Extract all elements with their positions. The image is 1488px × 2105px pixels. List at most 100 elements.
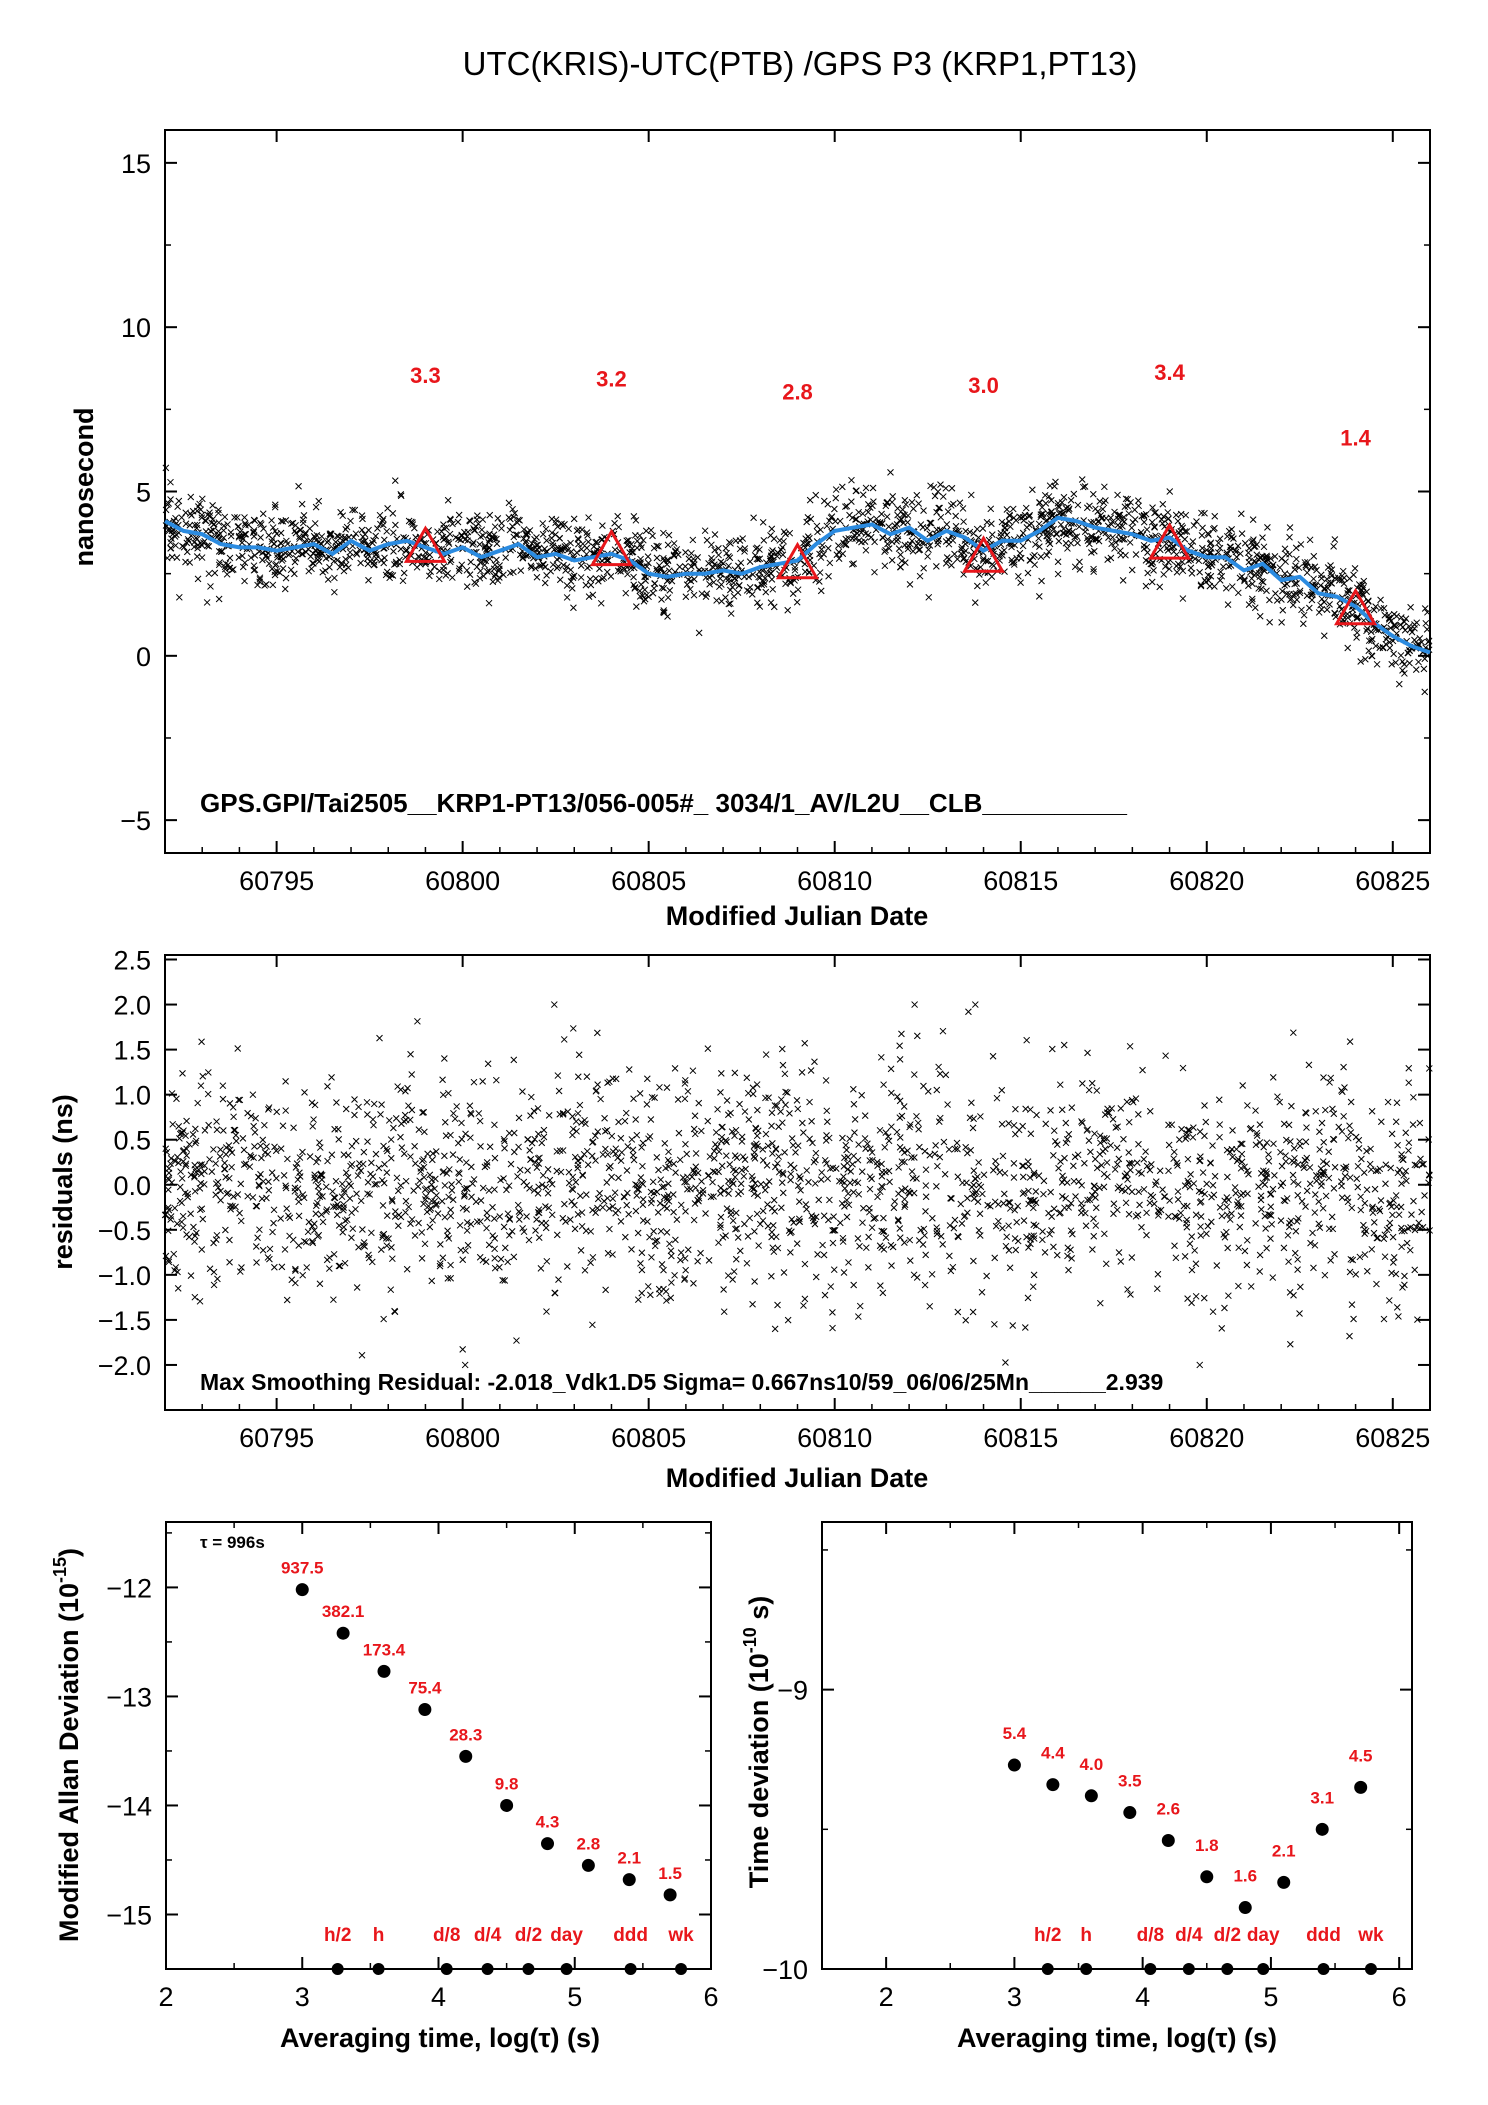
p1-data-point [1038, 577, 1045, 585]
p1-data-point [741, 548, 748, 555]
p1-xtick-label: 60825 [1355, 866, 1430, 896]
p2-data-point [191, 1173, 198, 1181]
p2-data-point [681, 1254, 689, 1262]
p2-data-point [617, 1134, 625, 1142]
p1-data-point [916, 546, 924, 553]
p4-point [1123, 1806, 1137, 1820]
p2-data-point [1307, 1239, 1314, 1247]
p2-data-point [191, 1238, 198, 1246]
p1-data-point [1245, 544, 1253, 552]
p2-data-point [759, 1146, 767, 1153]
p2-data-point [1084, 1049, 1091, 1057]
p2-data-point [581, 1266, 589, 1274]
p2-data-point [204, 1090, 212, 1098]
p1-data-point [250, 532, 258, 540]
p2-data-point [806, 1135, 813, 1143]
p2-data-point [1239, 1082, 1247, 1089]
p1-data-point [607, 573, 615, 580]
p2-data-point [1059, 1172, 1066, 1180]
p2-data-point [643, 1101, 651, 1108]
p2-data-point [506, 1216, 514, 1223]
p2-data-point [426, 1223, 434, 1231]
p2-ytick-label: 1.0 [113, 1081, 151, 1111]
p2-data-point [1032, 1188, 1040, 1195]
p1-data-point [1017, 554, 1025, 562]
p1-data-point [975, 534, 982, 541]
p1-data-point [786, 529, 794, 537]
p1-data-point [1237, 510, 1245, 518]
p1-data-point [846, 511, 853, 519]
p1-xtick-label: 60795 [239, 866, 314, 896]
p2-data-point [236, 1268, 244, 1275]
p1-data-point [660, 554, 667, 562]
p2-data-point [268, 1169, 276, 1176]
p1-data-point [962, 527, 970, 535]
p1-data-point [1017, 514, 1025, 522]
p1-data-point [866, 504, 874, 511]
p1-data-point [490, 565, 498, 573]
p1-data-point [878, 520, 886, 528]
p2-data-point [187, 1171, 195, 1179]
p1-data-point [509, 522, 516, 530]
p2-data-point [778, 1179, 786, 1186]
p3-ref-point [675, 1963, 688, 1975]
p2-data-point [1185, 1179, 1192, 1187]
p1-data-point [269, 535, 276, 543]
p2-data-point [1188, 1266, 1196, 1274]
p2-data-point [1005, 1222, 1012, 1230]
p1-data-point [1008, 556, 1016, 564]
p2-data-point [464, 1241, 472, 1249]
p2-data-point [991, 1320, 998, 1328]
p2-data-point [1146, 1199, 1154, 1207]
p2-data-point [378, 1101, 385, 1108]
p2-data-point [1265, 1210, 1272, 1218]
p2-data-point [1049, 1152, 1057, 1159]
p3-tau-note: τ = 996s [200, 1533, 265, 1552]
p1-data-point [1188, 570, 1196, 577]
p2-data-point [263, 1143, 270, 1150]
p2-data-point [1267, 1190, 1275, 1198]
p2-data-point [375, 1164, 383, 1172]
p2-data-point [1294, 1266, 1301, 1273]
p1-data-point [1054, 570, 1062, 578]
p1-data-point [1022, 504, 1030, 512]
p2-data-point [535, 1160, 543, 1167]
p2-data-point [968, 1099, 975, 1107]
p1-data-point [1203, 546, 1211, 554]
p4-ref-label: day [1247, 1925, 1280, 1946]
p1-data-point [935, 504, 943, 512]
p2-data-point [407, 1153, 414, 1160]
p2-data-point [319, 1218, 327, 1226]
p2-data-point [609, 1251, 616, 1258]
p2-data-point [1071, 1153, 1079, 1161]
p2-data-point [793, 1240, 801, 1247]
p2-data-point [1097, 1139, 1104, 1147]
p1-data-point [509, 505, 516, 513]
p1-data-point [1047, 496, 1055, 504]
p1-data-point [833, 551, 841, 559]
p2-data-point [504, 1258, 512, 1266]
p2-data-point [1122, 1199, 1130, 1207]
p1-data-point [1062, 539, 1070, 547]
p2-data-point [638, 1266, 646, 1274]
p1-data-point [1003, 506, 1011, 513]
p4-point [1315, 1822, 1329, 1836]
p1-data-point [1198, 544, 1206, 552]
p1-data-point [622, 589, 630, 597]
p2-data-point [1418, 1208, 1426, 1216]
p3-value-label: 1.5 [658, 1864, 682, 1883]
p2-data-point [749, 1300, 756, 1308]
p2-data-point [1041, 1249, 1049, 1256]
p2-data-point [1354, 1183, 1362, 1191]
p1-data-point [1125, 510, 1133, 517]
p2-data-point [432, 1148, 440, 1155]
p2-data-point [597, 1095, 604, 1103]
p1-data-point [683, 581, 691, 588]
p2-data-point [1062, 1194, 1069, 1202]
p2-data-point [1342, 1165, 1349, 1173]
p2-data-point [214, 1275, 221, 1283]
p2-data-point [548, 1180, 556, 1188]
p2-data-point [1185, 1126, 1193, 1134]
p2-data-point [397, 1086, 405, 1093]
p2-data-point [798, 1068, 806, 1076]
